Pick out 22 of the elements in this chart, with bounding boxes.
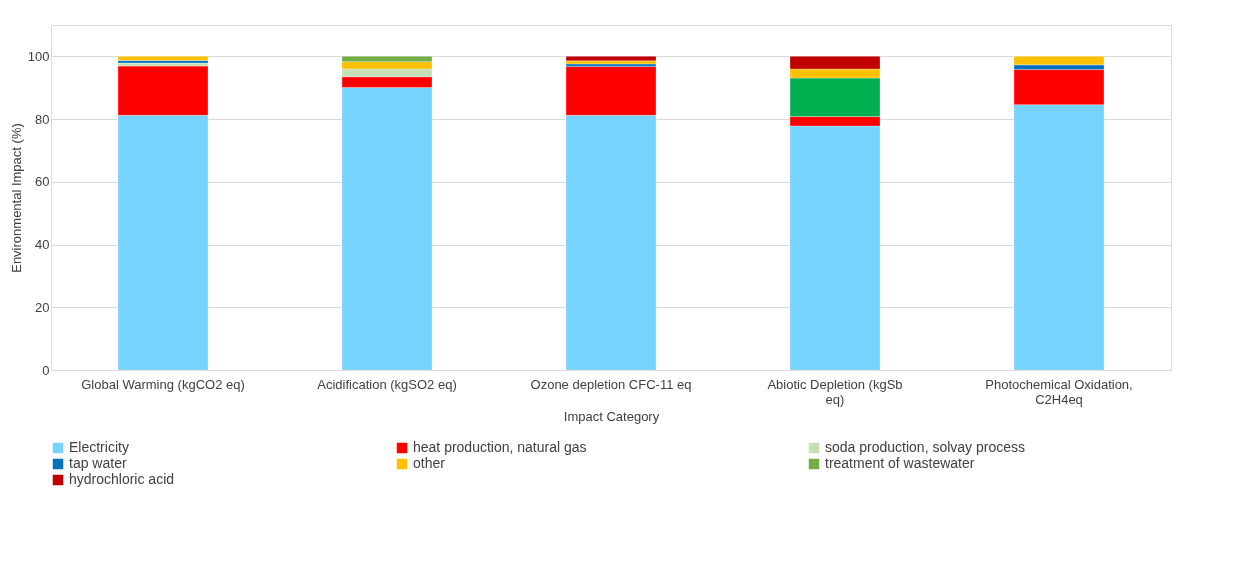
x-tick-label: Photochemical Oxidation, C2H4eq (985, 376, 1133, 407)
y-tick-label: 60 (35, 174, 50, 190)
bar (565, 56, 657, 61)
legend-label: treatment of wastewater (825, 455, 975, 471)
y-tick-label: 80 (35, 111, 50, 127)
y-axis-title: Environmental Impact (%) (8, 123, 24, 273)
y-tick-label: 20 (35, 299, 50, 315)
x-tick-label: Global Warming (kgCO2 eq) (81, 376, 245, 392)
bar (117, 56, 209, 61)
legend-label: soda production, solvay process (825, 439, 1025, 455)
x-tick-label: Abiotic Depletion (kgSb eq) (767, 376, 903, 407)
legend-label: tap water (69, 455, 127, 471)
legend-label: other (413, 455, 446, 471)
y-tick-label: 100 (27, 48, 50, 64)
legend-label: Electricity (69, 439, 129, 455)
legend-label: heat production, natural gas (413, 439, 587, 455)
x-axis-title: Impact Category (563, 408, 660, 424)
legend-label: hydrochloric acid (69, 471, 175, 487)
x-tick-label: Acidification (kgSO2 eq) (317, 376, 457, 392)
x-tick-label: Ozone depletion CFC-11 eq (530, 376, 692, 392)
y-tick-label: 40 (35, 237, 50, 253)
y-tick-label: 0 (42, 362, 50, 378)
